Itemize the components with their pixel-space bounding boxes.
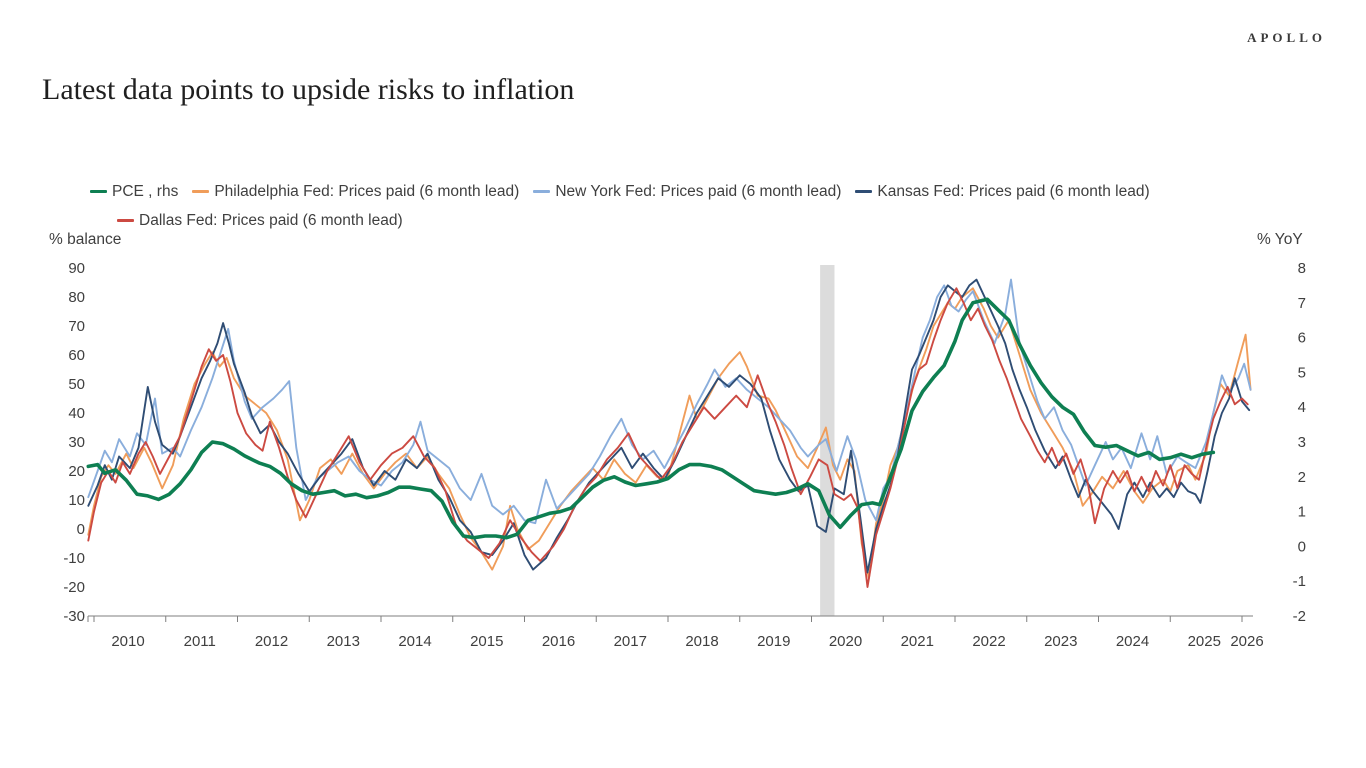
right-axis-tick-label: 7 — [1298, 295, 1306, 312]
left-axis-tick-label: -30 — [63, 608, 85, 625]
left-axis-unit-label: % balance — [49, 231, 122, 248]
chart-legend-row-1: PCE , rhs Philadelphia Fed: Prices paid (… — [90, 182, 1150, 201]
left-axis-tick-label: 60 — [68, 347, 85, 364]
legend-item: Philadelphia Fed: Prices paid (6 month l… — [192, 183, 519, 201]
legend-label: PCE , rhs — [112, 182, 179, 200]
page-title: Latest data points to upside risks to in… — [42, 73, 575, 107]
legend-label: Kansas Fed: Prices paid (6 month lead) — [877, 182, 1150, 200]
series-line-philadelphia-fed-prices-paid-6-month-lead — [87, 287, 1252, 580]
right-axis-tick-label: 1 — [1298, 504, 1306, 521]
x-axis-year-label: 2014 — [398, 633, 431, 650]
left-axis-tick-label: 90 — [68, 260, 85, 277]
left-axis-tick-label: 30 — [68, 434, 85, 451]
x-axis-year-label: 2026 — [1230, 633, 1263, 650]
legend-item: Kansas Fed: Prices paid (6 month lead) — [855, 182, 1150, 201]
chart-legend-row-2: Dallas Fed: Prices paid (6 month lead) — [117, 211, 403, 230]
apollo-logo: APOLLO — [1247, 30, 1326, 45]
left-axis-tick-label: 50 — [68, 376, 85, 393]
x-axis-year-label: 2010 — [111, 633, 144, 650]
x-axis-year-label: 2024 — [1116, 633, 1149, 650]
left-axis-tick-label: 10 — [68, 492, 85, 509]
right-axis-tick-label: 8 — [1298, 260, 1306, 277]
legend-swatch-icon — [855, 189, 873, 194]
series-line-new-york-fed-prices-paid-6-month-lead — [87, 278, 1252, 525]
legend-label: Dallas Fed: Prices paid (6 month lead) — [139, 211, 403, 229]
x-axis-year-label: 2022 — [972, 633, 1005, 650]
legend-swatch-icon — [117, 218, 134, 223]
x-axis-year-label: 2015 — [470, 633, 503, 650]
series-line-dallas-fed-prices-paid-6-month-lead — [87, 287, 1249, 588]
x-axis-year-label: 2019 — [757, 633, 790, 650]
x-axis-year-label: 2012 — [255, 633, 288, 650]
right-axis-tick-label: 3 — [1298, 434, 1306, 451]
left-axis-tick-label: 40 — [68, 405, 85, 422]
left-axis-tick-label: -10 — [63, 550, 85, 567]
x-axis-year-label: 2013 — [327, 633, 360, 650]
right-axis-tick-label: -1 — [1293, 573, 1306, 590]
right-axis-tick-label: 2 — [1298, 469, 1306, 486]
x-axis-year-label: 2016 — [542, 633, 575, 650]
legend-item: New York Fed: Prices paid (6 month lead) — [533, 183, 841, 201]
x-axis-year-label: 2021 — [901, 633, 934, 650]
x-axis-year-label: 2025 — [1188, 633, 1221, 650]
left-axis-tick-label: 20 — [68, 463, 85, 480]
x-axis-year-label: 2011 — [184, 633, 216, 650]
legend-label: New York Fed: Prices paid (6 month lead) — [555, 182, 842, 200]
legend-swatch-icon — [533, 189, 551, 194]
legend-swatch-icon — [90, 189, 107, 194]
right-axis-tick-label: 5 — [1298, 364, 1306, 381]
x-axis-year-label: 2020 — [829, 633, 862, 650]
legend-item: Dallas Fed: Prices paid (6 month lead) — [117, 212, 403, 230]
series-line-pce-rhs — [86, 297, 1216, 540]
right-axis-tick-label: 0 — [1298, 538, 1306, 555]
left-axis-tick-label: -20 — [63, 579, 85, 596]
x-axis-year-label: 2018 — [685, 633, 718, 650]
legend-swatch-icon — [192, 189, 210, 194]
legend-label: Philadelphia Fed: Prices paid (6 month l… — [214, 182, 520, 200]
right-axis-tick-label: 6 — [1298, 330, 1306, 347]
left-axis-tick-label: 80 — [68, 289, 85, 306]
x-axis-year-label: 2023 — [1044, 633, 1077, 650]
legend-item: PCE , rhs — [90, 183, 178, 201]
right-axis-tick-label: 4 — [1298, 399, 1306, 416]
right-axis-unit-label: % YoY — [1257, 231, 1303, 248]
right-axis-tick-label: -2 — [1293, 608, 1306, 625]
series-line-kansas-fed-prices-paid-6-month-lead — [87, 278, 1251, 574]
left-axis-tick-label: 0 — [77, 521, 85, 538]
x-axis-year-label: 2017 — [614, 633, 647, 650]
left-axis-tick-label: 70 — [68, 318, 85, 335]
